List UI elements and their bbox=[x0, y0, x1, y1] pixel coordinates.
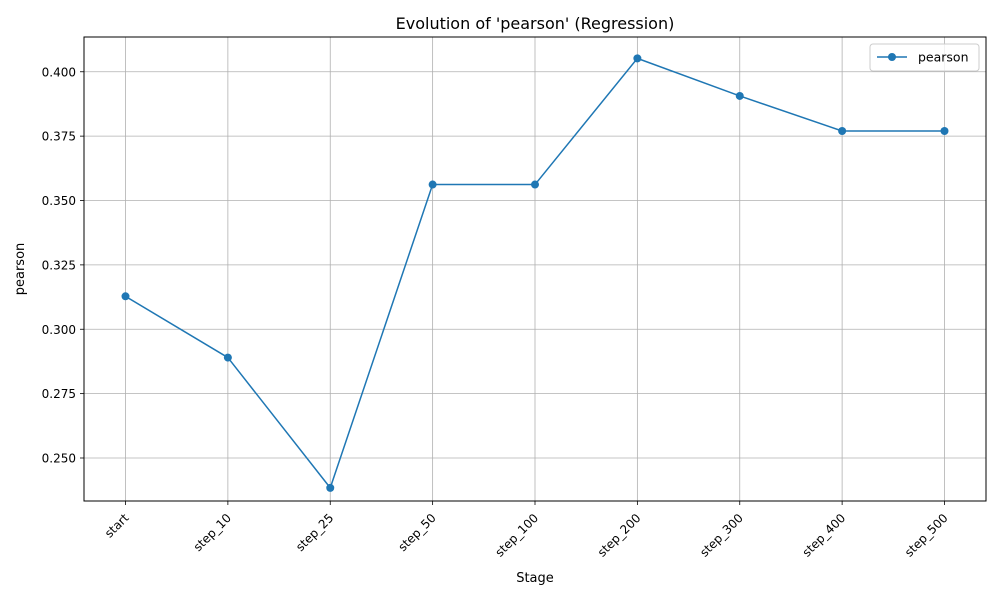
data-point bbox=[531, 180, 539, 189]
chart-title: Evolution of 'pearson' (Regression) bbox=[396, 14, 675, 33]
legend-label: pearson bbox=[918, 50, 969, 65]
data-point bbox=[428, 180, 437, 189]
data-point bbox=[326, 483, 335, 492]
legend-box bbox=[869, 43, 980, 72]
data-point bbox=[735, 91, 744, 100]
data-point bbox=[838, 126, 847, 135]
legend-marker-icon bbox=[888, 53, 896, 61]
y-tick-label: 0.300 bbox=[42, 323, 76, 337]
y-tick-label: 0.325 bbox=[42, 258, 76, 272]
y-tick-label: 0.350 bbox=[42, 194, 76, 208]
y-tick-label: 0.375 bbox=[42, 130, 76, 144]
x-axis-label: Stage bbox=[516, 571, 554, 586]
y-axis: 0.250 0.275 0.300 0.325 0.350 0.375 0.400 bbox=[42, 65, 84, 465]
y-axis-label: pearson bbox=[13, 243, 28, 296]
legend: pearson bbox=[869, 43, 980, 72]
data-point bbox=[223, 353, 232, 362]
data-point bbox=[121, 292, 130, 301]
data-point bbox=[940, 126, 949, 135]
grid bbox=[84, 37, 986, 501]
y-tick-label: 0.400 bbox=[42, 65, 76, 79]
series-layer bbox=[121, 54, 949, 492]
y-tick-label: 0.275 bbox=[42, 387, 76, 401]
data-point bbox=[633, 54, 642, 63]
y-tick-label: 0.250 bbox=[42, 451, 76, 465]
